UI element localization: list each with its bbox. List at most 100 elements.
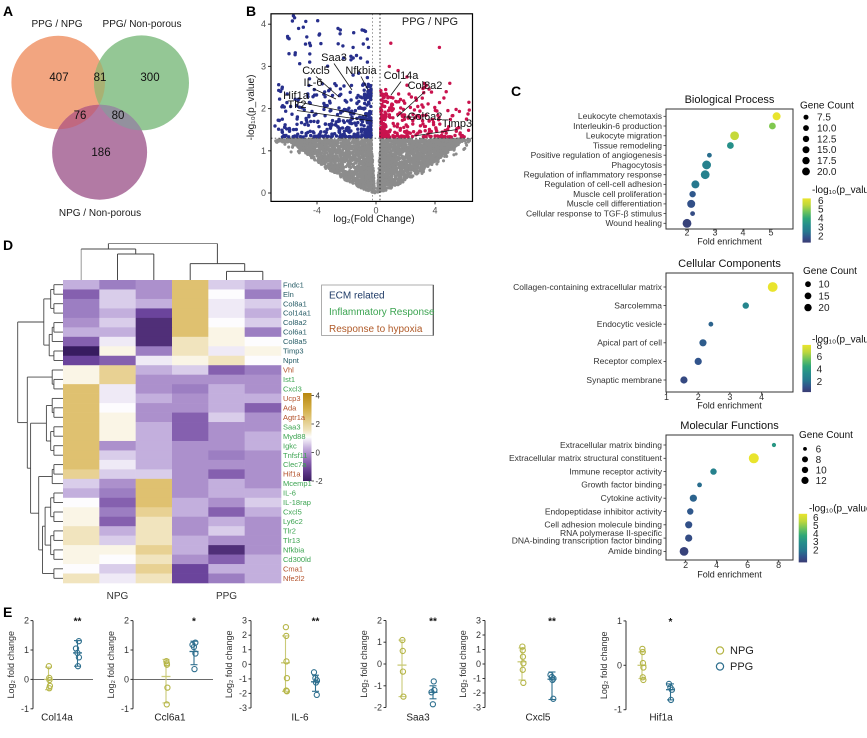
- svg-text:3: 3: [727, 392, 732, 402]
- svg-text:2: 2: [261, 104, 266, 114]
- svg-text:0: 0: [242, 659, 247, 669]
- svg-text:Leukocyte chemotaxis: Leukocyte chemotaxis: [578, 111, 662, 121]
- svg-text:-1: -1: [239, 674, 247, 684]
- svg-text:Positive regulation of angioge: Positive regulation of angiogenesis: [531, 150, 662, 160]
- svg-text:Col14a1: Col14a1: [283, 309, 311, 318]
- svg-text:-log₁₀(p_value): -log₁₀(p_value): [812, 335, 867, 346]
- svg-text:20.0: 20.0: [817, 167, 837, 178]
- svg-text:-1: -1: [21, 704, 29, 714]
- svg-text:Nfkbia: Nfkbia: [283, 546, 305, 555]
- svg-text:Cxcl5: Cxcl5: [525, 713, 550, 724]
- svg-text:-2: -2: [316, 477, 324, 486]
- svg-text:Phagocytosis: Phagocytosis: [611, 160, 662, 170]
- svg-text:Log₂ fold change: Log₂ fold change: [599, 632, 609, 700]
- svg-text:8: 8: [817, 341, 823, 352]
- svg-text:Col8a2: Col8a2: [283, 318, 307, 327]
- svg-text:Col8a2: Col8a2: [408, 80, 443, 92]
- svg-text:Leukocyte migration: Leukocyte migration: [586, 131, 662, 141]
- svg-text:6: 6: [745, 560, 750, 570]
- svg-text:RNA polymerase II-specific: RNA polymerase II-specific: [560, 528, 663, 538]
- svg-text:Cma1: Cma1: [283, 564, 303, 573]
- svg-text:Inflammatory Response: Inflammatory Response: [329, 307, 435, 318]
- svg-text:Cxcl3: Cxcl3: [283, 385, 302, 394]
- svg-text:4: 4: [759, 392, 764, 402]
- svg-text:5: 5: [768, 228, 773, 238]
- svg-text:Mcemp1: Mcemp1: [283, 479, 312, 488]
- svg-text:Gene Count: Gene Count: [800, 101, 854, 112]
- svg-text:0: 0: [261, 188, 266, 198]
- svg-text:Col14a: Col14a: [41, 713, 73, 724]
- svg-text:-1: -1: [614, 705, 622, 715]
- svg-text:3: 3: [242, 616, 247, 626]
- svg-text:Interleukin-6 production: Interleukin-6 production: [573, 121, 662, 131]
- svg-text:4: 4: [316, 392, 321, 401]
- svg-text:Wound healing: Wound healing: [605, 218, 662, 228]
- svg-text:407: 407: [49, 72, 68, 84]
- svg-text:Agtr1a: Agtr1a: [283, 413, 306, 422]
- svg-text:-log₁₀(p_value): -log₁₀(p_value): [246, 75, 257, 141]
- svg-text:-log₁₀(p_value): -log₁₀(p_value): [809, 503, 867, 514]
- svg-text:Col6a2: Col6a2: [408, 111, 443, 123]
- svg-text:6: 6: [813, 513, 819, 524]
- svg-text:2: 2: [817, 377, 823, 388]
- svg-text:PPG / NPG: PPG / NPG: [31, 19, 82, 30]
- svg-text:2: 2: [24, 616, 29, 626]
- svg-text:Tnfsf11: Tnfsf11: [283, 451, 307, 460]
- svg-text:17.5: 17.5: [817, 156, 837, 167]
- svg-text:8: 8: [776, 560, 781, 570]
- svg-text:Molecular Functions: Molecular Functions: [680, 420, 779, 432]
- svg-text:0: 0: [124, 674, 129, 684]
- svg-text:Gene Count: Gene Count: [799, 430, 853, 441]
- svg-text:-4: -4: [313, 205, 321, 215]
- svg-text:Saa3: Saa3: [283, 422, 301, 431]
- svg-text:Col8a1: Col8a1: [283, 299, 307, 308]
- svg-text:1: 1: [124, 645, 129, 655]
- svg-text:NPG: NPG: [730, 645, 754, 657]
- svg-text:4: 4: [261, 19, 266, 29]
- svg-text:2: 2: [316, 420, 321, 429]
- svg-text:3: 3: [818, 223, 824, 234]
- svg-text:Cytokine activity: Cytokine activity: [601, 493, 663, 503]
- svg-text:IL-6: IL-6: [283, 489, 296, 498]
- svg-text:*: *: [669, 617, 673, 628]
- svg-text:Clec7a: Clec7a: [283, 460, 307, 469]
- svg-text:Growth factor binding: Growth factor binding: [581, 480, 662, 490]
- svg-text:Endopeptidase inhibitor activi: Endopeptidase inhibitor activity: [545, 506, 663, 516]
- svg-text:Nfe2l2: Nfe2l2: [283, 574, 305, 583]
- svg-text:IL-18rap: IL-18rap: [283, 498, 311, 507]
- svg-text:-2: -2: [473, 688, 481, 698]
- svg-text:Sarcolemma: Sarcolemma: [614, 300, 662, 310]
- svg-text:-1: -1: [473, 674, 481, 684]
- svg-text:Ist1: Ist1: [283, 375, 295, 384]
- svg-text:Extracellular matrix structura: Extracellular matrix structural constitu…: [509, 453, 663, 463]
- svg-text:Amide binding: Amide binding: [608, 546, 662, 556]
- svg-text:15: 15: [818, 291, 830, 302]
- svg-text:Biological Process: Biological Process: [685, 94, 775, 106]
- svg-text:Log₂ fold change: Log₂ fold change: [6, 631, 16, 699]
- svg-text:Regulation of cell-cell adhesi: Regulation of cell-cell adhesion: [544, 179, 662, 189]
- svg-text:Extracellular matrix binding: Extracellular matrix binding: [560, 440, 662, 450]
- svg-text:A: A: [3, 3, 13, 19]
- svg-text:Cxcl5: Cxcl5: [302, 65, 330, 77]
- svg-text:4: 4: [432, 205, 437, 215]
- svg-text:8: 8: [816, 455, 822, 466]
- svg-text:IL-6: IL-6: [304, 77, 323, 89]
- svg-text:Cellular Components: Cellular Components: [678, 258, 781, 270]
- svg-text:Saa3: Saa3: [321, 52, 347, 64]
- svg-text:-1: -1: [374, 681, 382, 691]
- svg-text:-3: -3: [473, 703, 481, 713]
- svg-text:Tlr2: Tlr2: [283, 527, 296, 536]
- svg-text:Fndc1: Fndc1: [283, 280, 304, 289]
- svg-text:0: 0: [316, 449, 321, 458]
- svg-text:10.0: 10.0: [817, 124, 837, 135]
- svg-text:Cxcl5: Cxcl5: [283, 508, 302, 517]
- svg-text:186: 186: [91, 147, 110, 159]
- svg-text:**: **: [74, 617, 82, 628]
- svg-text:Ucp3: Ucp3: [283, 394, 301, 403]
- svg-text:Col14a: Col14a: [384, 70, 420, 82]
- svg-text:10: 10: [816, 465, 828, 476]
- svg-text:4: 4: [817, 364, 823, 375]
- svg-text:300: 300: [140, 72, 159, 84]
- svg-text:2: 2: [683, 560, 688, 570]
- svg-text:*: *: [192, 617, 196, 628]
